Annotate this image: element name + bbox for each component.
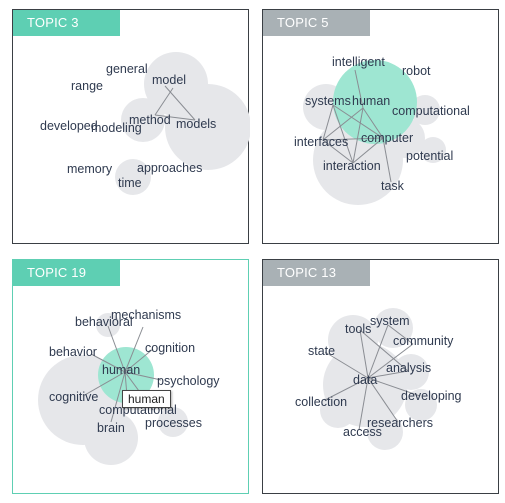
bubble [393, 354, 429, 390]
word-brain[interactable]: brain [97, 421, 125, 435]
word-robot[interactable]: robot [402, 64, 431, 78]
topic-tab-5[interactable]: TOPIC 5 [263, 10, 370, 36]
word-state[interactable]: state [308, 344, 335, 358]
word-access[interactable]: access [343, 425, 382, 439]
word-processes[interactable]: processes [145, 416, 202, 430]
bubble [121, 98, 165, 142]
word-computational[interactable]: computational [392, 104, 470, 118]
word-psychology[interactable]: psychology [157, 374, 220, 388]
word-tools[interactable]: tools [345, 322, 371, 336]
word-models[interactable]: models [176, 117, 216, 131]
word-systems[interactable]: systems [305, 94, 351, 108]
word-intelligent[interactable]: intelligent [332, 55, 385, 69]
topic-panel-5[interactable]: TOPIC 5 intelligent robot systems human [262, 9, 499, 244]
bubble-highlight [98, 347, 154, 403]
word-behavior[interactable]: behavior [49, 345, 97, 359]
word-researchers[interactable]: researchers [367, 416, 433, 430]
word-cognitive[interactable]: cognitive [49, 390, 98, 404]
word-behavioral[interactable]: behavioral [75, 315, 133, 329]
word-collection[interactable]: collection [295, 395, 347, 409]
word-range[interactable]: range [71, 79, 103, 93]
word-data[interactable]: data [353, 373, 377, 387]
word-time[interactable]: time [118, 176, 142, 190]
bubble [320, 392, 356, 428]
topic-panel-19[interactable]: TOPIC 19 mechanisms behavioral cognition… [12, 259, 249, 494]
word-method[interactable]: method [129, 113, 171, 127]
word-cognition[interactable]: cognition [145, 341, 195, 355]
word-human[interactable]: human [102, 363, 140, 377]
bubble [410, 95, 440, 125]
topic-13-graph: system tools community state analysis da… [295, 308, 462, 450]
word-task[interactable]: task [381, 179, 405, 193]
word-mechanisms[interactable]: mechanisms [111, 308, 181, 322]
bubble [328, 315, 378, 365]
word-interaction[interactable]: interaction [323, 159, 381, 173]
word-developed[interactable]: developed [40, 119, 98, 133]
topic-tab-3[interactable]: TOPIC 3 [13, 10, 120, 36]
word-modeling[interactable]: modeling [91, 121, 142, 135]
topic-panel-13[interactable]: TOPIC 13 system tools community sta [262, 259, 499, 494]
word-developing[interactable]: developing [401, 389, 462, 403]
topic-5-graph: intelligent robot systems human computat… [294, 55, 470, 205]
bubble-highlight [333, 60, 417, 144]
word-community[interactable]: community [393, 334, 454, 348]
word-model[interactable]: model [152, 73, 186, 87]
word-approaches[interactable]: approaches [137, 161, 202, 175]
bubble [165, 84, 250, 170]
bubble [367, 414, 403, 450]
topic-tab-19[interactable]: TOPIC 19 [13, 260, 120, 286]
word-tooltip: human [122, 390, 171, 408]
word-human[interactable]: human [352, 94, 390, 108]
word-computer[interactable]: computer [361, 131, 413, 145]
word-memory[interactable]: memory [67, 162, 113, 176]
topic-panel-3[interactable]: TOPIC 3 general model range developed mo… [12, 9, 250, 244]
bubble [115, 159, 151, 195]
word-interfaces[interactable]: interfaces [294, 135, 348, 149]
bubble [158, 407, 188, 437]
bubble [405, 389, 437, 421]
bubble [96, 313, 120, 337]
word-potential[interactable]: potential [406, 149, 453, 163]
bubble [420, 137, 446, 163]
word-general[interactable]: general [106, 62, 148, 76]
topic-tab-13[interactable]: TOPIC 13 [263, 260, 370, 286]
word-system[interactable]: system [370, 314, 410, 328]
topic-19-graph: mechanisms behavioral cognition behavior… [38, 308, 220, 465]
bubble [84, 411, 138, 465]
word-analysis[interactable]: analysis [386, 361, 431, 375]
topic-3-graph: general model range developed modeling m… [40, 52, 250, 195]
